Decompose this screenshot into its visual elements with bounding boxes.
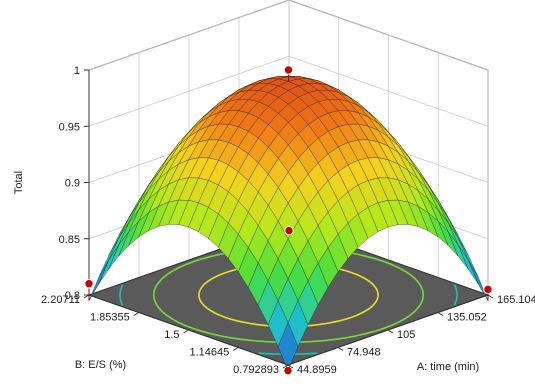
x-tick-mark <box>337 347 344 351</box>
z-tick-label: 0.85 <box>59 234 80 246</box>
y-tick-mark <box>83 294 90 299</box>
y-tick-label: 2.20711 <box>41 294 80 306</box>
y-tick-label: 1.5 <box>164 329 179 341</box>
z-tick-label: 0.8 <box>65 290 80 302</box>
z-axis-title: Total <box>13 171 25 194</box>
y-tick-label: 1.85355 <box>90 312 130 324</box>
design-point <box>284 225 294 236</box>
x-tick-label: 165.104 <box>497 294 535 306</box>
y-tick-mark <box>282 364 289 369</box>
x-axis-title: A: time (min) <box>417 361 479 373</box>
x-tick-label: 44.8959 <box>297 364 337 376</box>
y-tick-mark <box>232 347 239 351</box>
response-surface <box>88 76 489 372</box>
x-tick-label: 135.052 <box>447 312 487 324</box>
design-point <box>483 284 493 295</box>
surface-patch <box>277 322 299 372</box>
wall-gridline <box>288 0 489 71</box>
z-tick-label: 0.95 <box>59 121 80 133</box>
y-tick-mark <box>183 329 189 334</box>
x-tick-mark <box>387 329 394 334</box>
tick-labels: 0.8 0.85 0.9 0.95 1 0.792893 1.14645 1.5 1.85355… <box>13 65 535 376</box>
design-point <box>283 65 294 75</box>
design-point <box>84 279 94 289</box>
y-tick-mark <box>133 312 140 316</box>
z-tick-label: 0.9 <box>65 178 80 190</box>
x-tick-mark <box>487 294 494 299</box>
x-tick-label: 105 <box>397 329 415 341</box>
wall-gridline <box>288 55 489 127</box>
z-tick-label: 1 <box>74 65 80 77</box>
y-tick-label: 0.792893 <box>233 364 279 376</box>
y-axis-title: B: E/S (%) <box>75 359 126 371</box>
x-tick-mark <box>287 364 294 369</box>
x-tick-label: 74.948 <box>347 347 381 359</box>
x-tick-mark <box>437 312 444 316</box>
wall-gridline <box>88 55 290 127</box>
design-point <box>283 365 293 376</box>
design-points <box>84 65 493 376</box>
wall-gridline <box>88 0 290 71</box>
y-tick-label: 1.14645 <box>189 347 229 359</box>
